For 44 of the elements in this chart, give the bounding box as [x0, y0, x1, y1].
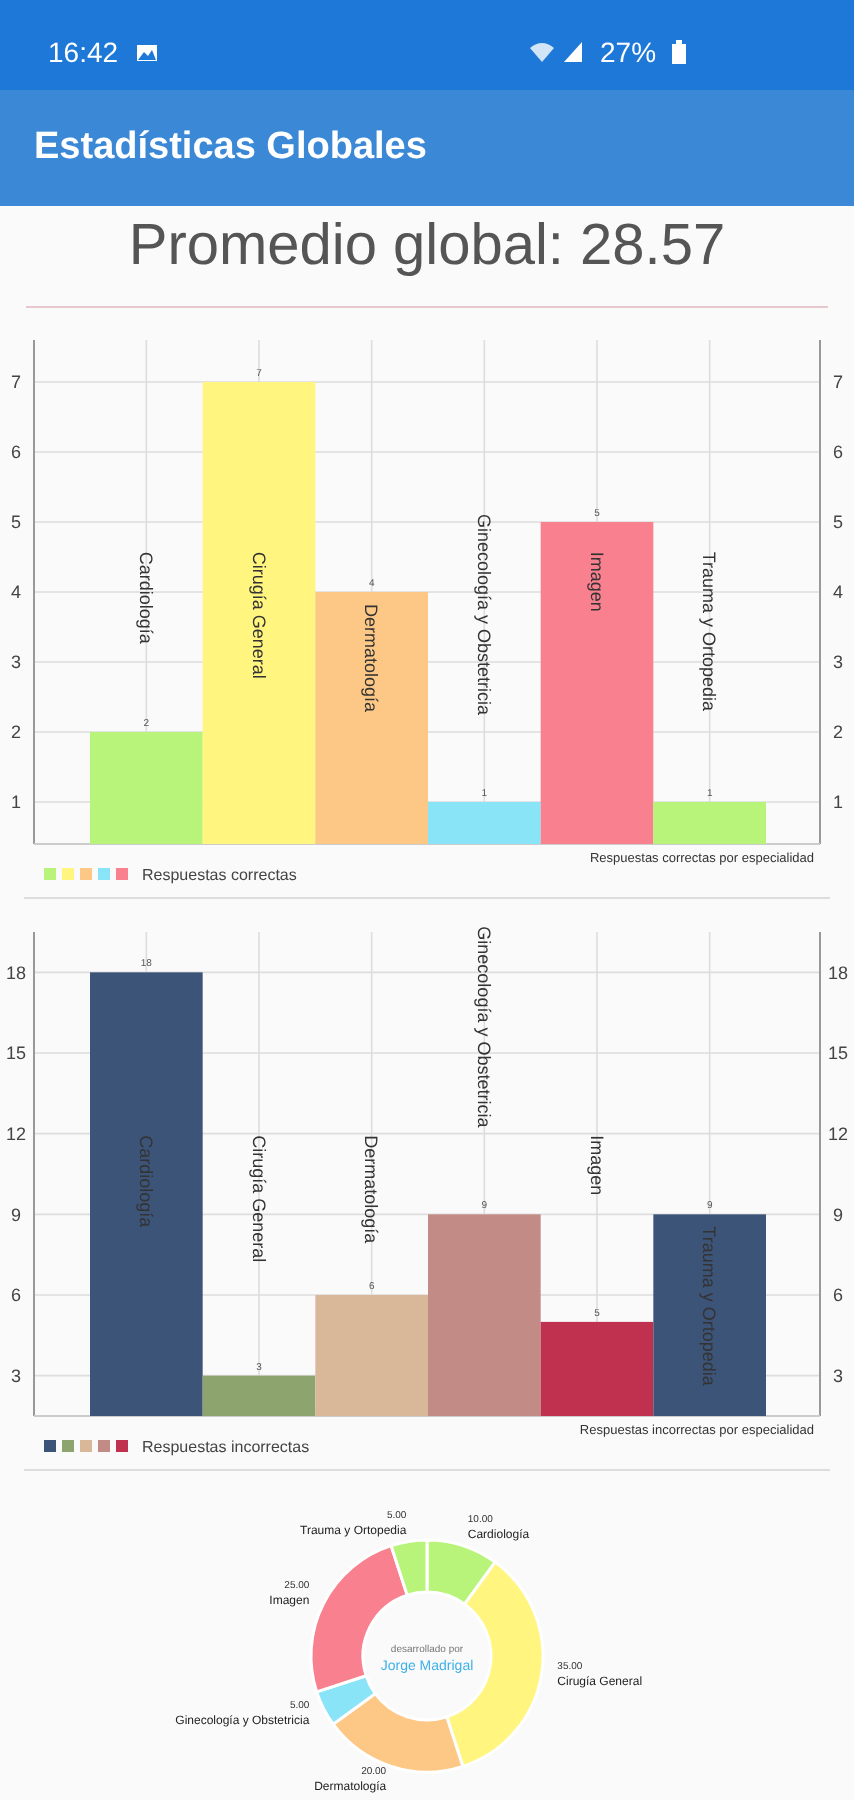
y2-tick-label: 15: [827, 1043, 849, 1064]
x-tick-label: Dermatología: [361, 604, 382, 713]
y2-tick-label: 12: [827, 1123, 849, 1144]
y2-tick-label: 2: [832, 722, 844, 743]
x-tick-label: Cardiología: [136, 551, 157, 644]
y-tick-label: 4: [10, 582, 22, 603]
x-tick-label: Trauma y Ortopedia: [699, 551, 720, 712]
y-tick-label: 18: [5, 962, 27, 983]
legend-label: Respuestas incorrectas: [142, 1438, 310, 1456]
x-tick-label: Imagen: [586, 1135, 607, 1196]
y2-tick-label: 18: [827, 962, 849, 983]
chart-title: Estadísticas Globales: [0, 90, 854, 206]
y2-tick-label: 9: [832, 1204, 844, 1225]
y2-tick-label: 3: [832, 1365, 844, 1386]
text: 16:42: [48, 36, 119, 68]
y2-tick-label: 6: [832, 1285, 844, 1306]
y2-tick-label: 5: [832, 512, 844, 533]
x-tick-label: Cirugía General: [248, 551, 269, 679]
y-tick-label: 15: [5, 1043, 27, 1064]
x-tick-label: Cardiología: [136, 1135, 157, 1228]
chart-subtitle: Promedio global: 28.57: [126, 214, 728, 282]
y-tick-label: 2: [10, 722, 22, 743]
y-tick-label: 5: [10, 512, 22, 533]
x-tick-label: Ginecología y Obstetricia: [474, 926, 495, 1128]
y-tick-label: 6: [10, 1285, 22, 1306]
x-tick-label: Trauma y Ortopedia: [699, 1226, 720, 1386]
y-tick-label: 9: [10, 1204, 22, 1225]
y2-tick-label: 1: [832, 792, 844, 813]
x-tick-label: Cirugía General: [248, 1135, 269, 1263]
legend-label: Respuestas correctas: [142, 866, 297, 884]
y-tick-label: 12: [5, 1123, 27, 1144]
y-tick-label: 1: [10, 792, 22, 813]
y-tick-label: 7: [10, 372, 22, 393]
x-tick-label: Dermatología: [361, 1135, 382, 1244]
y-tick-label: 3: [10, 652, 22, 673]
y-tick-label: 3: [10, 1365, 22, 1386]
text: 27%: [600, 36, 657, 68]
x-tick-label: Imagen: [586, 551, 607, 612]
y2-tick-label: 3: [832, 652, 844, 673]
y-tick-label: 6: [10, 442, 22, 463]
x-tick-label: Ginecología y Obstetricia: [474, 514, 495, 716]
y2-tick-label: 4: [832, 582, 844, 603]
y2-tick-label: 7: [832, 372, 844, 393]
y2-tick-label: 6: [832, 442, 844, 463]
